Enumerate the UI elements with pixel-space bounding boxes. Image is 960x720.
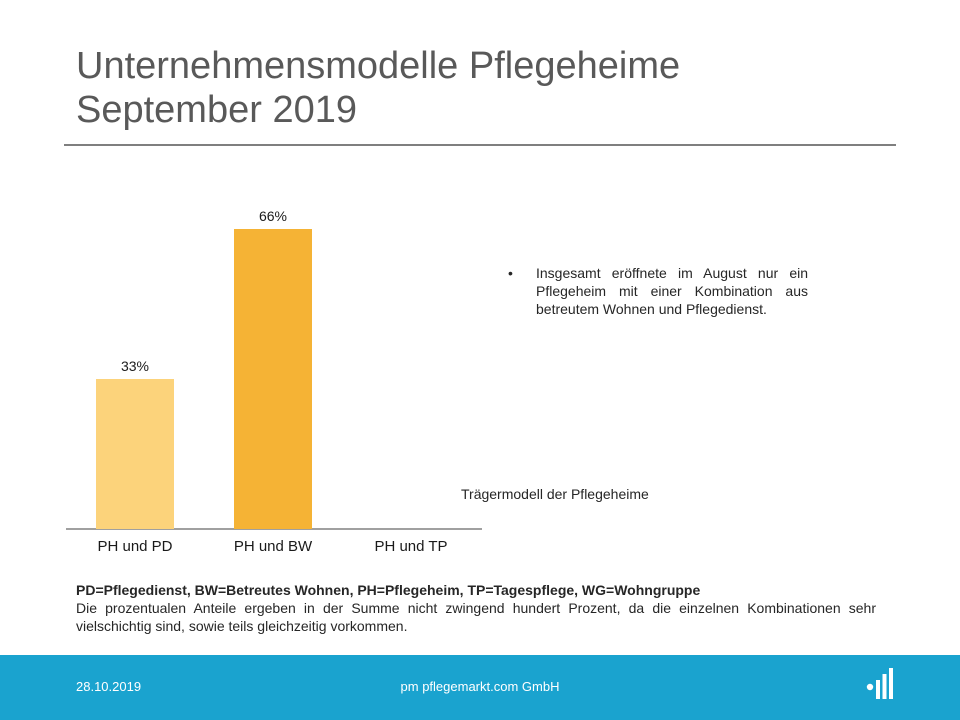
category-label-1: PH und BW bbox=[234, 538, 313, 555]
bullet-note: • Insgesamt eröffnete im August nur ein … bbox=[508, 264, 808, 318]
notes-block: PD=Pflegedienst, BW=Betreutes Wohnen, PH… bbox=[76, 581, 876, 635]
percentage-remark: Die prozentualen Anteile ergeben in der … bbox=[76, 600, 876, 634]
slide-title: Unternehmensmodelle Pflegeheime Septembe… bbox=[76, 44, 896, 132]
footer-company: pm pflegemarkt.com GmbH bbox=[400, 679, 560, 694]
slide-title-line-1: Unternehmensmodelle Pflegeheime bbox=[76, 45, 681, 87]
footer-date: 28.10.2019 bbox=[76, 679, 142, 694]
slide-title-line-2: September 2019 bbox=[76, 89, 357, 131]
pflegemarkt-logo-icon bbox=[866, 668, 893, 699]
chart-caption: Trägermodell der Pflegeheime bbox=[461, 486, 649, 502]
data-label-0: 33% bbox=[121, 358, 149, 374]
title-divider bbox=[64, 144, 896, 146]
abbreviation-legend: PD=Pflegedienst, BW=Betreutes Wohnen, PH… bbox=[76, 582, 701, 598]
category-label-0: PH und PD bbox=[97, 538, 172, 555]
footer-bar: 28.10.2019 pm pflegemarkt.com GmbH bbox=[0, 655, 960, 720]
category-label-2: PH und TP bbox=[374, 538, 447, 555]
bar-1 bbox=[234, 229, 312, 529]
data-label-1: 66% bbox=[259, 208, 287, 224]
bullet-symbol: • bbox=[508, 265, 513, 281]
bullet-text: Insgesamt eröffnete im August nur ein Pf… bbox=[536, 265, 808, 317]
bar-0 bbox=[96, 379, 174, 529]
